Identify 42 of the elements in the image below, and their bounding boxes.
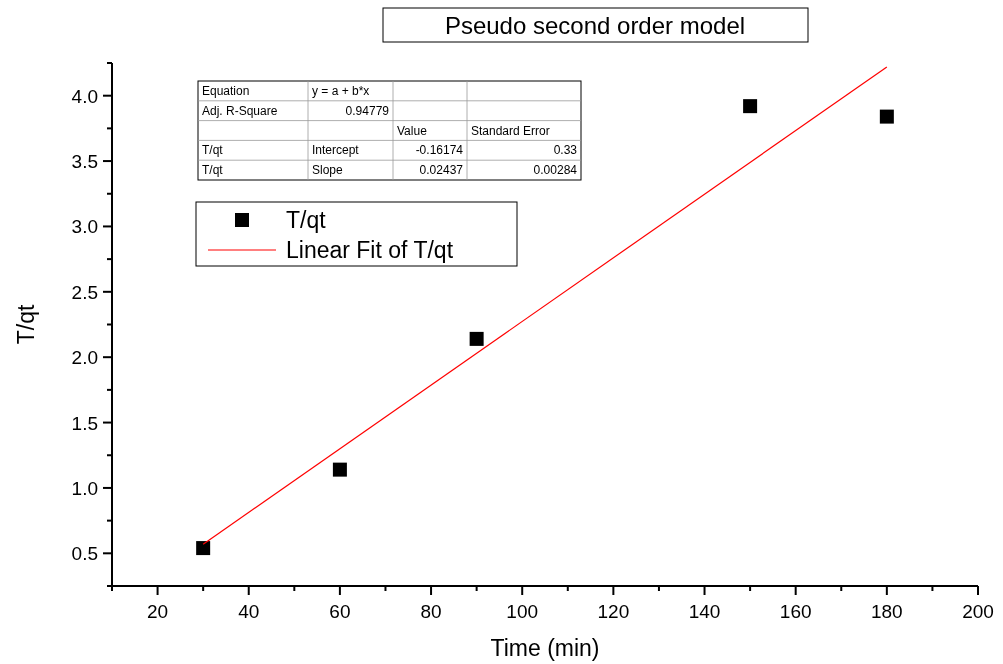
y-tick-label: 4.0: [71, 85, 98, 107]
point: [469, 331, 484, 346]
x-tick-label: 40: [238, 601, 260, 622]
chart-title: Pseudo second order model: [444, 12, 746, 39]
y-tick-label: 0.5: [71, 543, 98, 565]
y-axis-title: T/qt: [13, 304, 39, 345]
annotation: T/qt: [202, 163, 224, 178]
annotation: Intercept: [312, 143, 360, 158]
x-tick-label: 200: [962, 601, 994, 622]
y-tick-label: 1.5: [71, 412, 98, 434]
x-tick-label: 160: [779, 601, 812, 622]
annotation: T/qt: [202, 143, 224, 158]
x-tick-label: 120: [597, 601, 630, 622]
annotation: Value: [397, 123, 428, 138]
x-tick-label: 140: [688, 601, 721, 622]
point: [332, 462, 347, 477]
legend-label: T/qt: [286, 207, 327, 233]
x-tick-label: 100: [506, 601, 539, 622]
legend-label: Linear Fit of T/qt: [286, 237, 454, 263]
annotation: y = a + b*x: [312, 84, 370, 98]
annotation: 0.94779: [345, 103, 390, 118]
point: [196, 541, 211, 556]
x-axis-title: Time (min): [490, 635, 600, 661]
x-tick-label: 80: [420, 601, 442, 622]
annotation: 0.00284: [533, 163, 578, 178]
y-tick-label: 3.5: [71, 151, 98, 173]
point: [743, 99, 758, 114]
point: [879, 109, 894, 124]
y-tick-label: 1.0: [71, 477, 98, 499]
annotation: Standard Error: [471, 123, 550, 138]
x-tick-label: 20: [147, 601, 169, 622]
y-tick-label: 2.5: [71, 281, 98, 303]
annotation: 0.02437: [419, 163, 464, 178]
y-tick-label: 3.0: [71, 216, 98, 238]
annotation: 0.33: [553, 143, 578, 158]
annotation: Equation: [202, 84, 250, 98]
y-tick-label: 2.0: [71, 347, 98, 369]
annotation: Slope: [312, 163, 344, 178]
annotation: Adj. R-Square: [202, 103, 278, 118]
annotation: -0.16174: [415, 143, 464, 158]
x-tick-label: 60: [329, 601, 351, 622]
x-tick-label: 180: [870, 601, 903, 622]
